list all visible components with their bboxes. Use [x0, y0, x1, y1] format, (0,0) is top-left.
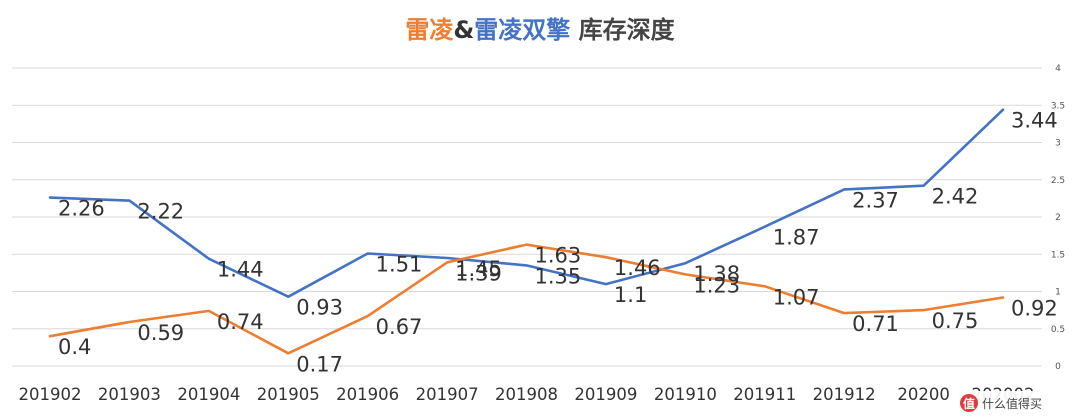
- y-tick-label: 2: [1055, 213, 1061, 223]
- data-label: 1.38: [693, 262, 740, 286]
- data-label: 0.67: [376, 315, 423, 339]
- y-tick-label: 1: [1055, 288, 1061, 298]
- data-label: 2.26: [58, 197, 105, 221]
- x-tick-label: 201909: [574, 385, 637, 404]
- watermark-text: 什么值得买: [982, 396, 1043, 411]
- data-labels: 2.26 2.22 1.44 0.93 1.51 1.45 1.35 1.1 1.38 1.87 2…: [58, 109, 1058, 377]
- data-label: 1.51: [376, 253, 423, 277]
- x-tick-label: 201910: [654, 385, 717, 404]
- y-tick-label: 1.5: [1051, 250, 1065, 260]
- y-axis-ticks: 0 0.5 1 1.5 2 2.5 3 3.5 4: [1051, 64, 1065, 372]
- chart-title-part-3: 库存深度: [570, 16, 675, 44]
- x-tick-label: 201902: [19, 385, 82, 404]
- data-label: 1.45: [455, 257, 502, 281]
- data-label: 2.37: [852, 188, 899, 212]
- x-axis-ticks: 201902 201903 201904 201905 201906 201907 2019…: [19, 385, 1035, 404]
- y-tick-label: 3: [1055, 139, 1061, 149]
- chart-title-part-2: 雷凌双擎: [474, 16, 570, 44]
- series-lines: [48, 108, 1005, 355]
- x-tick-label: 201906: [336, 385, 399, 404]
- data-label: 1.1: [614, 283, 647, 307]
- data-label: 1.35: [535, 264, 582, 288]
- x-tick-label: 201907: [416, 385, 479, 404]
- y-tick-label: 3.5: [1051, 101, 1065, 111]
- x-tick-label: 201911: [733, 385, 796, 404]
- data-label: 0.59: [137, 321, 184, 345]
- data-label: 1.63: [535, 244, 582, 268]
- data-label: 2.42: [932, 185, 979, 209]
- watermark: 值 什么值得买: [956, 391, 1074, 415]
- chart-title-part-1: &: [453, 16, 474, 44]
- chart-title: 雷凌&雷凌双擎 库存深度: [405, 16, 675, 44]
- watermark-logo-icon: 值: [960, 394, 978, 412]
- x-tick-label: 201905: [257, 385, 320, 404]
- data-label: 1.44: [217, 258, 264, 282]
- x-tick-label: 20200: [897, 385, 950, 404]
- series-line-0: [48, 108, 1005, 299]
- data-label: 1.07: [773, 285, 820, 309]
- data-label: 0.4: [58, 335, 91, 359]
- chart-title-part-0: 雷凌: [405, 16, 454, 44]
- data-label: 3.44: [1011, 109, 1058, 133]
- x-tick-label: 201912: [813, 385, 876, 404]
- data-label: 0.92: [1011, 296, 1058, 320]
- data-label: 0.71: [852, 312, 899, 336]
- data-label: 0.17: [296, 352, 343, 376]
- data-label: 1.46: [614, 256, 661, 280]
- y-tick-label: 0: [1055, 362, 1061, 372]
- data-label: 0.93: [296, 296, 343, 320]
- series-line-1: [48, 243, 1005, 355]
- x-tick-label: 201903: [98, 385, 161, 404]
- y-tick-label: 2.5: [1051, 176, 1065, 186]
- y-tick-label: 0.5: [1051, 325, 1065, 335]
- data-label: 0.75: [932, 309, 979, 333]
- x-tick-label: 201908: [495, 385, 558, 404]
- data-label: 2.22: [137, 200, 184, 224]
- x-tick-label: 201904: [177, 385, 240, 404]
- data-label: 1.87: [773, 226, 820, 250]
- y-tick-label: 4: [1055, 64, 1061, 74]
- data-label: 0.74: [217, 310, 264, 334]
- data-label: 1.39: [455, 261, 502, 285]
- data-label: 1.23: [693, 273, 740, 297]
- gridlines: [12, 67, 1042, 367]
